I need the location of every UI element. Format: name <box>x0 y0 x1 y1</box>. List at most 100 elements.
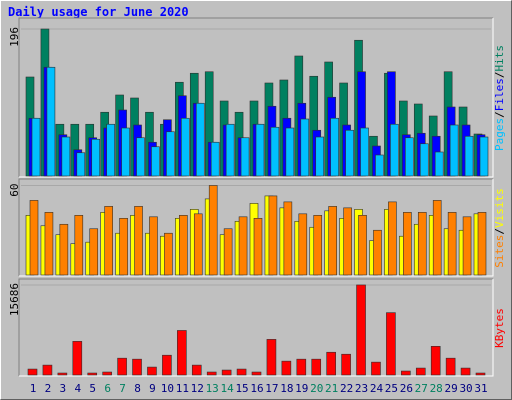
bar <box>87 372 98 376</box>
bar <box>117 357 127 376</box>
x-tick-label: 19 <box>295 382 308 395</box>
x-tick-label: 10 <box>161 382 174 395</box>
legend-separator: / <box>493 111 506 118</box>
bar <box>195 102 205 177</box>
x-tick-label: 25 <box>385 382 398 395</box>
bar <box>102 371 112 376</box>
bar <box>164 232 173 276</box>
bar <box>136 137 145 177</box>
x-tick-label: 5 <box>89 382 96 395</box>
bar <box>119 218 128 276</box>
bar <box>91 138 101 177</box>
bar <box>479 136 489 177</box>
x-tick-label: 17 <box>265 382 278 395</box>
bar <box>281 360 292 376</box>
x-tick-label: 1 <box>30 382 37 395</box>
bar <box>221 369 232 376</box>
bar <box>106 123 115 177</box>
legend: KBytes <box>493 308 506 348</box>
x-tick-label: 11 <box>176 382 189 395</box>
bar <box>266 339 277 376</box>
y-tick-label: 60 <box>8 183 21 196</box>
bar <box>27 368 38 376</box>
bar <box>104 206 113 276</box>
bar <box>74 215 84 276</box>
x-tick-label: 7 <box>119 382 126 395</box>
bar <box>179 215 188 276</box>
bar <box>356 284 366 376</box>
bar <box>240 137 250 177</box>
legend-entry: Visits <box>493 188 506 228</box>
bar <box>447 212 457 276</box>
bar <box>42 364 53 376</box>
bar <box>268 195 278 276</box>
legend-separator: / <box>493 72 506 79</box>
bar <box>285 127 295 177</box>
panel-border-light <box>19 279 494 377</box>
bar <box>298 213 308 276</box>
bar <box>61 136 71 177</box>
bar <box>151 146 160 177</box>
bar <box>57 372 68 376</box>
x-tick-label: 9 <box>149 382 156 395</box>
x-tick-label: 13 <box>206 382 219 395</box>
bar <box>434 151 444 177</box>
bar <box>181 117 190 177</box>
bar <box>462 216 472 276</box>
x-tick-label: 29 <box>445 382 458 395</box>
bar <box>132 358 142 376</box>
x-tick-label: 20 <box>310 382 323 395</box>
bar <box>238 216 248 276</box>
chart-title: Daily usage for June 2020 <box>8 5 189 19</box>
legend-entry: KBytes <box>493 308 506 348</box>
x-tick-label: 31 <box>474 382 487 395</box>
bar <box>193 213 203 276</box>
x-tick-label: 16 <box>250 382 263 395</box>
bar <box>300 118 310 177</box>
bar <box>417 212 427 276</box>
x-tick-label: 18 <box>280 382 293 395</box>
bar <box>475 372 486 376</box>
y-tick-label: 15686 <box>8 283 21 316</box>
bar <box>386 312 396 376</box>
bar <box>46 66 56 177</box>
legend-entry: Sites <box>493 235 506 268</box>
bar <box>76 152 86 177</box>
x-tick-label: 28 <box>430 382 443 395</box>
x-tick-label: 12 <box>191 382 204 395</box>
bar <box>358 215 367 276</box>
bar <box>89 228 99 276</box>
legend: Sites/Visits <box>493 188 506 268</box>
x-tick-label: 26 <box>400 382 413 395</box>
x-tick-label: 24 <box>370 382 384 395</box>
bar <box>177 330 187 376</box>
bar <box>403 212 412 276</box>
bar <box>371 361 381 376</box>
bar <box>432 200 442 276</box>
bar <box>328 206 337 276</box>
bar <box>191 364 202 376</box>
bar <box>405 137 414 177</box>
x-tick-label: 21 <box>325 382 338 395</box>
bar <box>313 215 323 276</box>
bar <box>270 126 280 177</box>
bar <box>330 117 339 177</box>
bar <box>166 131 175 177</box>
y-tick-label: 196 <box>8 27 21 47</box>
panel-border-dark <box>18 278 493 376</box>
bar <box>208 185 218 276</box>
bar <box>373 229 382 276</box>
bar <box>388 201 397 276</box>
x-tick-label: 22 <box>340 382 353 395</box>
panel-border-light <box>19 18 494 178</box>
bar <box>460 367 471 376</box>
bar <box>345 129 354 177</box>
bar <box>31 117 41 177</box>
panel-border-dark <box>18 178 493 276</box>
legend-separator: / <box>493 228 506 235</box>
panel-border-light <box>19 179 494 277</box>
bar <box>430 345 441 376</box>
panel <box>19 279 493 376</box>
bar <box>375 154 384 177</box>
